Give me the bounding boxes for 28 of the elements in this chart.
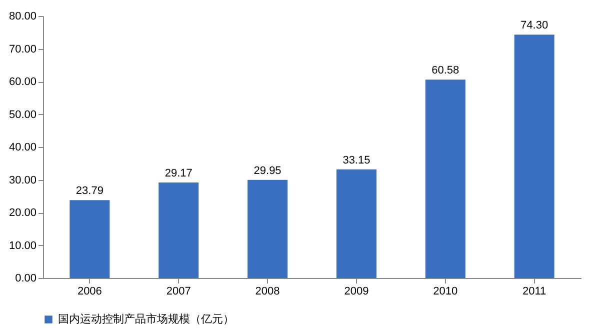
y-tick-label: 10.00	[8, 240, 36, 252]
y-tick-label: 70.00	[8, 43, 36, 56]
data-label: 33.15	[342, 154, 370, 166]
data-label: 29.17	[164, 167, 192, 180]
bar	[514, 34, 554, 278]
y-tick-label: 60.00	[8, 76, 36, 88]
y-tick-label: 20.00	[8, 207, 36, 219]
bar	[336, 169, 376, 278]
x-tick-label: 2008	[255, 286, 280, 298]
y-tick-label: 40.00	[8, 142, 36, 154]
y-tick-label: 80.00	[8, 10, 36, 22]
data-label: 29.95	[254, 164, 282, 177]
bar	[248, 180, 288, 278]
bar	[425, 80, 466, 278]
y-tick-label: 50.00	[8, 108, 36, 121]
data-label: 60.58	[432, 64, 460, 77]
bar	[70, 200, 110, 278]
y-tick-label: 0.00	[15, 272, 36, 284]
x-tick-label: 2011	[522, 286, 546, 298]
x-tick-label: 2006	[77, 286, 102, 298]
x-tick-label: 2007	[166, 286, 191, 298]
bar	[158, 182, 199, 278]
legend-label: 国内运动控制产品市场规模（亿元）	[58, 312, 234, 326]
x-tick-label: 2010	[433, 286, 458, 298]
x-tick-label: 2009	[344, 286, 369, 298]
data-label: 74.30	[520, 20, 548, 32]
data-label: 23.79	[76, 185, 104, 198]
y-tick-label: 30.00	[8, 174, 36, 186]
